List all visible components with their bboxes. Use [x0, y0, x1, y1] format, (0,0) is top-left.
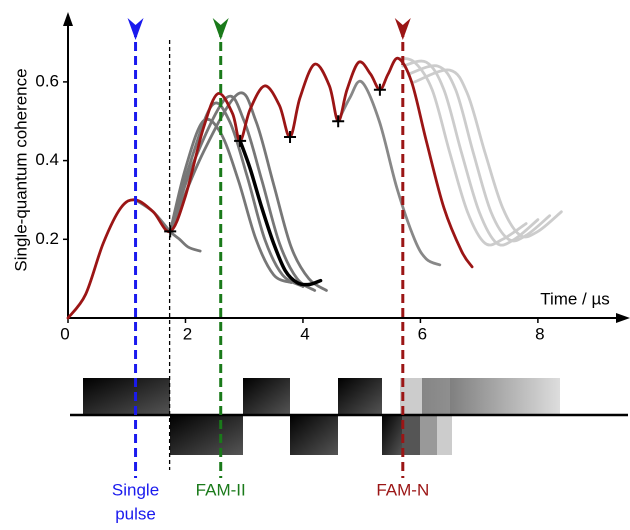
marker-label: pulse [115, 504, 156, 523]
line [336, 79, 442, 267]
pulse-block [400, 378, 422, 415]
x-tick-label: 4 [300, 324, 309, 343]
x-tick-label: 8 [535, 324, 544, 343]
point-marker [332, 115, 345, 128]
marker-arrowhead [212, 18, 229, 40]
pulse-block [382, 415, 402, 455]
y-tick-label: 0.6 [35, 71, 59, 90]
marker-label: Single [112, 480, 159, 499]
x-tick-label: 0 [60, 324, 69, 343]
line [168, 117, 293, 284]
point-marker [373, 83, 386, 96]
pulse-block [170, 415, 243, 455]
pulse-block [338, 378, 382, 415]
line [396, 56, 528, 247]
x-tick-label: 2 [183, 324, 192, 343]
pulse-block [83, 378, 170, 415]
line [413, 68, 563, 239]
x-axis-arrow [616, 313, 630, 323]
line [134, 198, 202, 253]
pulse-block [290, 415, 338, 455]
x-axis-label: Time / µs [540, 289, 610, 308]
line [168, 101, 305, 288]
line [168, 91, 328, 292]
marker-label: FAM-II [196, 480, 246, 499]
y-tick-label: 0.4 [35, 150, 59, 169]
point-marker [234, 134, 247, 147]
line [66, 56, 474, 320]
marker-arrowhead [394, 18, 411, 40]
y-axis-arrow [63, 12, 73, 26]
marker-arrowhead [127, 18, 144, 40]
y-axis-label: Single-quantum coherence [11, 68, 30, 271]
x-tick-label: 6 [418, 324, 427, 343]
marker-label: FAM-N [376, 480, 429, 499]
pulse-block [243, 378, 290, 415]
y-tick-label: 0.2 [35, 229, 59, 248]
line [238, 139, 323, 287]
point-marker [284, 130, 297, 143]
pulse-sequence [70, 378, 628, 455]
